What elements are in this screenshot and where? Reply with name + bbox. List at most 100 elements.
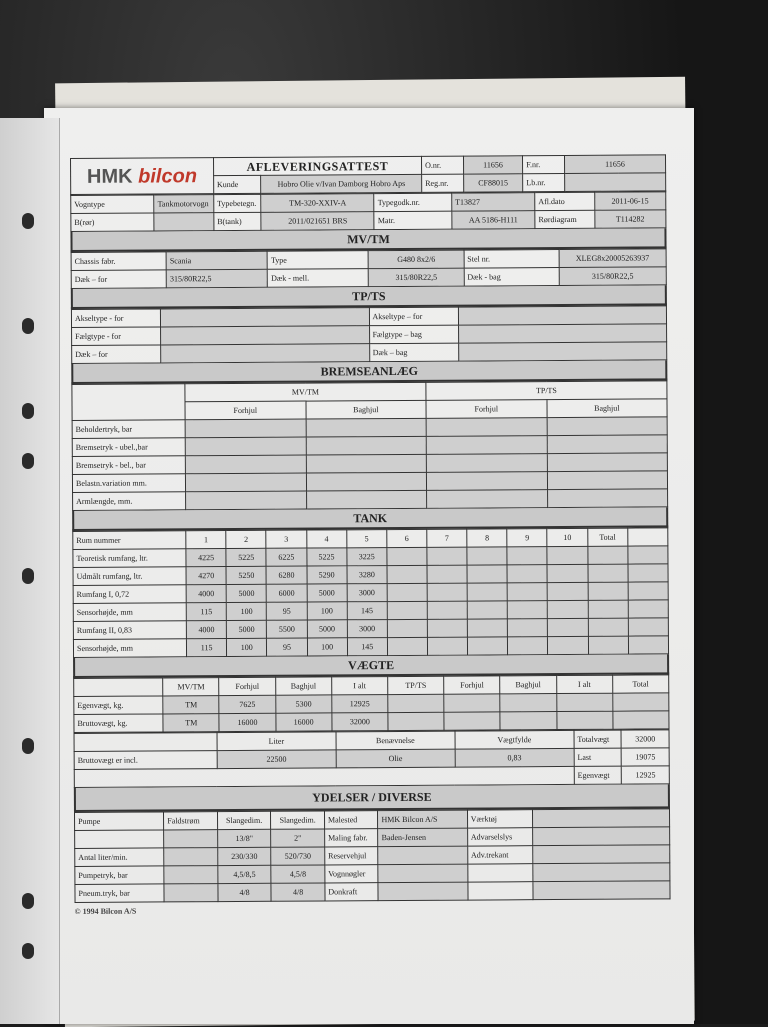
lbnr-label: Lb.nr. — [522, 173, 565, 192]
tank-cell — [427, 637, 468, 656]
misc-value — [378, 864, 468, 883]
matr-value: AA 5186-H111 — [451, 210, 536, 230]
pump-cell: Slangedim. — [270, 810, 325, 830]
tank-cell: 4000 — [186, 584, 227, 603]
tank-cell: Sensorhøjde, mm — [73, 638, 187, 658]
vaegtfylde-label: Vægtfylde — [454, 730, 574, 750]
tank-cell: 5290 — [306, 565, 347, 585]
brakes-table: MV/TM TP/TS Forhjul Baghjul Forhjul Baghjul Be… — [71, 380, 668, 511]
tank-cell: 5225 — [226, 548, 267, 567]
pump-cell — [74, 829, 164, 849]
tank-cell: 5500 — [266, 620, 307, 639]
tank-cell: 6280 — [266, 566, 307, 585]
tank-cell — [427, 619, 468, 638]
weights-header-cell: I alt — [556, 675, 613, 694]
afldato-label: Afl.dato — [534, 192, 595, 211]
pump-cell: 230/330 — [217, 847, 272, 866]
tank-cell — [507, 636, 548, 655]
tank-cell — [426, 547, 468, 566]
tank-header-cell: Total — [587, 528, 628, 547]
tank-cell — [426, 565, 468, 584]
tpts-left-label: Akseltype - for — [71, 308, 161, 328]
equipment-label: Advarselslys — [467, 827, 533, 847]
brakes-value — [547, 488, 668, 508]
vogntype-label: Vogntype — [70, 194, 155, 214]
tank-table: Rum nummer 1 2 3 4 5 6 7 8 9 10 Total Teoretisk rumf… — [72, 527, 669, 658]
weights-cell: 16000 — [275, 712, 332, 732]
weights-cell: TM — [163, 713, 220, 732]
tank-cell: 4000 — [186, 620, 227, 639]
weights-cell — [387, 694, 445, 713]
stel-value: XLEG8x20005263937 — [558, 248, 667, 268]
tank-cell — [547, 546, 588, 565]
btank-value: 2011/021651 BRS — [261, 211, 375, 231]
tank-header-cell: 5 — [346, 529, 387, 548]
lbnr-value — [564, 172, 666, 192]
typegodk-label: Typegodk.nr. — [374, 193, 452, 212]
tank-header-cell: Rum nummer — [72, 530, 186, 550]
misc-label: Donkraft — [324, 882, 379, 901]
benaevnelse-value: Olie — [335, 749, 456, 768]
tpts-right-value — [458, 341, 667, 362]
tank-cell: 6225 — [266, 548, 307, 567]
tank-cell: 115 — [186, 602, 227, 621]
tank-header-cell: 10 — [547, 528, 588, 547]
brakes-col-header: Forhjul — [426, 399, 547, 419]
equipment-value — [532, 862, 670, 882]
brakes-value — [185, 473, 307, 492]
delivery-certificate-form: HMK bilcon AFLEVERINGSATTEST O.nr. 11656… — [70, 154, 671, 917]
tank-cell: 6000 — [266, 584, 307, 603]
fnr-label: F.nr. — [522, 155, 565, 174]
brakes-value — [305, 454, 427, 474]
brakes-row-label: Bremsetryk - ubel.,bar — [72, 437, 186, 457]
tank-cell — [467, 618, 508, 638]
pump-cell: Pneum.tryk, bar — [74, 883, 165, 903]
hmk-bilcon-logo: HMK bilcon — [70, 157, 214, 195]
daek-for-label: Dæk – for — [71, 269, 167, 289]
tank-cell: 3280 — [346, 565, 387, 584]
weights-cell — [444, 711, 501, 731]
egenvaegt-label: Egenvægt — [574, 766, 622, 785]
weights-incl-table: Liter Benævnelse Vægtfylde Totalvægt 32000 Br… — [74, 729, 670, 788]
tpts-table: Akseltype - for Akseltype – for Fælgtype -… — [71, 305, 667, 364]
tank-cell — [507, 582, 548, 601]
tpts-right-label: Dæk – bag — [369, 343, 459, 362]
brakes-group-header: MV/TM — [184, 382, 427, 402]
weights-cell — [556, 711, 613, 730]
pump-cell: Slangedim. — [217, 811, 271, 830]
pump-cell: 4,5/8,5 — [217, 865, 272, 884]
brakes-row-label: Beholdertryk, bar — [72, 419, 186, 439]
brakes-row-label: Bremsetryk - bel., bar — [72, 455, 186, 475]
tank-cell — [628, 635, 669, 655]
pump-cell: Faldstrøm — [163, 811, 218, 830]
brakes-value — [306, 490, 427, 510]
tank-cell: Teoretisk rumfang, ltr. — [72, 548, 187, 568]
last-label: Last — [573, 748, 622, 767]
brakes-row-label: Armlængde, mm. — [72, 491, 186, 511]
tpts-right-label: Akseltype – for — [368, 307, 459, 326]
misc-value: HMK Bilcon A/S — [377, 810, 468, 829]
punch-hole — [22, 453, 34, 469]
brakes-value — [426, 489, 548, 509]
tpts-left-value — [160, 307, 370, 327]
kunde-value: Hobro Olie v/Ivan Damborg Hobro Aps — [261, 174, 422, 194]
weights-cell: 12925 — [331, 694, 388, 713]
pump-cell: 4/8 — [217, 883, 272, 902]
incl-blank — [74, 732, 217, 752]
brakes-col-header: Baghjul — [546, 398, 668, 418]
weights-cell: 7625 — [219, 695, 276, 714]
kunde-label: Kunde — [213, 175, 262, 194]
tank-cell: 5000 — [306, 583, 347, 603]
tank-cell — [627, 581, 669, 601]
pump-cell: Pumpetryk, bar — [74, 865, 165, 885]
brakes-value — [185, 419, 306, 438]
brakes-col-header: Baghjul — [305, 400, 427, 420]
equipment-label: Værktøj — [467, 809, 533, 829]
pump-cell — [163, 829, 218, 848]
tank-cell: 100 — [226, 638, 267, 657]
onr-label: O.nr. — [421, 156, 464, 175]
pump-cell: 4,5/8 — [271, 864, 325, 884]
vehicle-info-table: Vogntype Tankmotorvogn Typebetegn. TM-32… — [70, 191, 666, 232]
tpts-left-label: Dæk – for — [71, 344, 162, 364]
daek-for-value: 315/80R22,5 — [166, 269, 268, 288]
